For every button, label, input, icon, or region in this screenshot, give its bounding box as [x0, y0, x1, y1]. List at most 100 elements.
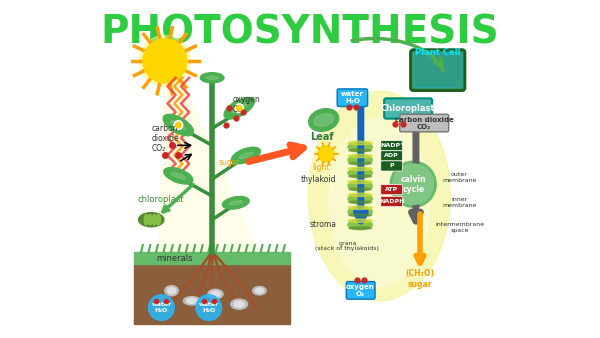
- Text: calvin
cycle: calvin cycle: [400, 174, 426, 194]
- FancyBboxPatch shape: [381, 185, 403, 195]
- Text: oxygen
O₂: oxygen O₂: [346, 284, 375, 297]
- Circle shape: [143, 39, 187, 83]
- Text: Chloroplast: Chloroplast: [381, 104, 436, 113]
- Text: (CH₂O)
sugar: (CH₂O) sugar: [406, 269, 434, 289]
- Ellipse shape: [349, 201, 371, 203]
- Ellipse shape: [348, 167, 373, 171]
- Text: intermembrane
space: intermembrane space: [435, 222, 484, 233]
- FancyBboxPatch shape: [381, 161, 403, 171]
- Ellipse shape: [349, 162, 371, 165]
- Ellipse shape: [223, 196, 249, 209]
- Ellipse shape: [231, 299, 248, 309]
- Circle shape: [393, 164, 434, 204]
- Ellipse shape: [348, 220, 373, 230]
- Text: ATP: ATP: [385, 187, 398, 192]
- Ellipse shape: [349, 227, 371, 230]
- Ellipse shape: [224, 97, 254, 119]
- Text: minerals: minerals: [157, 254, 193, 263]
- Ellipse shape: [348, 181, 373, 191]
- Ellipse shape: [200, 73, 224, 83]
- Text: outer
membrane: outer membrane: [442, 172, 477, 183]
- Ellipse shape: [171, 120, 186, 130]
- Ellipse shape: [163, 114, 193, 136]
- Text: NADP⁺: NADP⁺: [380, 143, 403, 148]
- Text: chloroplast: chloroplast: [138, 195, 184, 204]
- Ellipse shape: [157, 215, 160, 225]
- Ellipse shape: [144, 215, 148, 225]
- Text: water
H₂O: water H₂O: [151, 302, 172, 313]
- Text: thylakoid: thylakoid: [301, 175, 337, 184]
- Text: sugar: sugar: [219, 158, 241, 167]
- Ellipse shape: [308, 109, 338, 131]
- Text: P: P: [389, 163, 394, 168]
- Ellipse shape: [229, 201, 242, 205]
- Text: ADP: ADP: [384, 153, 399, 158]
- Polygon shape: [134, 264, 290, 324]
- Ellipse shape: [348, 180, 373, 184]
- Text: water
H₂O: water H₂O: [341, 91, 364, 104]
- Ellipse shape: [152, 215, 157, 225]
- Text: inner
membrane: inner membrane: [442, 197, 477, 208]
- Ellipse shape: [348, 141, 373, 145]
- Ellipse shape: [167, 288, 176, 294]
- Ellipse shape: [253, 286, 266, 295]
- Text: stroma: stroma: [310, 220, 337, 229]
- Ellipse shape: [234, 301, 244, 307]
- Polygon shape: [158, 41, 266, 270]
- Text: grana
(stack of thylakoids): grana (stack of thylakoids): [316, 241, 379, 251]
- Ellipse shape: [308, 91, 451, 301]
- Circle shape: [176, 122, 181, 128]
- FancyBboxPatch shape: [381, 196, 403, 207]
- Circle shape: [236, 105, 242, 111]
- Ellipse shape: [349, 188, 371, 191]
- FancyBboxPatch shape: [381, 141, 403, 151]
- Ellipse shape: [184, 297, 200, 305]
- Ellipse shape: [148, 215, 152, 225]
- Text: water
H₂O: water H₂O: [199, 302, 219, 313]
- Ellipse shape: [164, 168, 193, 184]
- Ellipse shape: [349, 175, 371, 178]
- Ellipse shape: [348, 168, 373, 178]
- Text: carbon
dioxide
CO₂: carbon dioxide CO₂: [151, 124, 179, 153]
- FancyBboxPatch shape: [381, 151, 403, 161]
- Ellipse shape: [348, 219, 373, 222]
- Ellipse shape: [211, 291, 220, 297]
- Ellipse shape: [348, 194, 373, 203]
- Text: carbon dioxide
CO₂: carbon dioxide CO₂: [395, 117, 454, 129]
- Ellipse shape: [187, 298, 197, 304]
- Text: PHOTOSYNTHESIS: PHOTOSYNTHESIS: [101, 14, 499, 51]
- FancyBboxPatch shape: [410, 50, 465, 91]
- Ellipse shape: [208, 289, 223, 299]
- Ellipse shape: [171, 172, 185, 179]
- Circle shape: [139, 35, 190, 86]
- FancyBboxPatch shape: [384, 98, 432, 119]
- Ellipse shape: [329, 118, 430, 287]
- Ellipse shape: [348, 155, 373, 165]
- Ellipse shape: [232, 147, 260, 164]
- Circle shape: [390, 161, 436, 207]
- Text: Leaf: Leaf: [310, 132, 334, 142]
- FancyBboxPatch shape: [337, 89, 368, 106]
- Ellipse shape: [256, 288, 263, 293]
- Ellipse shape: [348, 207, 373, 217]
- Circle shape: [149, 295, 174, 320]
- FancyBboxPatch shape: [400, 114, 449, 132]
- Ellipse shape: [348, 154, 373, 158]
- Polygon shape: [134, 252, 290, 264]
- Circle shape: [318, 146, 334, 162]
- Ellipse shape: [139, 213, 164, 227]
- Ellipse shape: [348, 193, 373, 196]
- Ellipse shape: [239, 152, 253, 159]
- Ellipse shape: [206, 76, 218, 79]
- Ellipse shape: [348, 142, 373, 152]
- Text: light: light: [312, 163, 329, 172]
- Ellipse shape: [232, 103, 247, 113]
- Ellipse shape: [165, 286, 178, 296]
- Ellipse shape: [348, 206, 373, 210]
- FancyBboxPatch shape: [346, 282, 375, 299]
- Text: oxygen
O₂: oxygen O₂: [232, 95, 260, 115]
- Ellipse shape: [349, 214, 371, 217]
- Circle shape: [174, 121, 183, 129]
- Circle shape: [196, 295, 221, 320]
- Ellipse shape: [314, 114, 334, 126]
